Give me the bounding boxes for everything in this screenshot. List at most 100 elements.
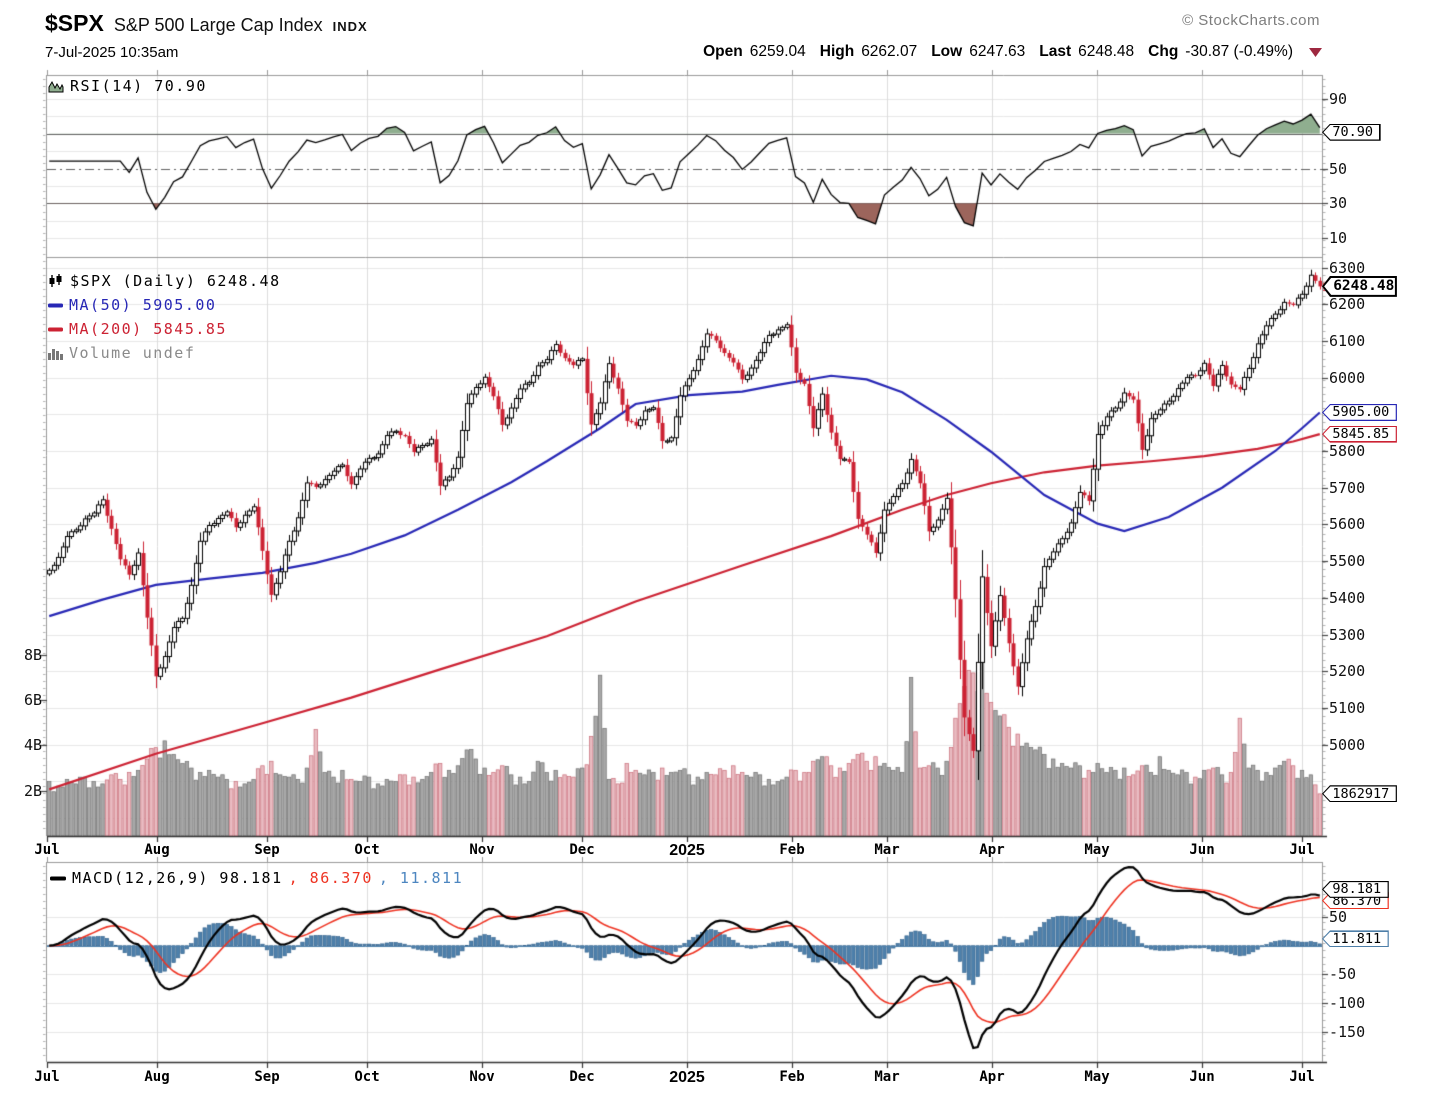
symbol: $SPX	[45, 10, 104, 36]
chart-title: $SPX S&P 500 Large Cap Index INDX	[45, 10, 368, 37]
month-tick-label: Aug	[144, 1069, 170, 1085]
macd-y-tick-label: -50	[1329, 965, 1357, 984]
month-tick-label: May	[1084, 842, 1110, 858]
month-tick-label: Apr	[979, 1069, 1005, 1085]
low-value: 6247.63	[969, 43, 1026, 60]
macd-hist-legend-value: , 11.811	[378, 869, 464, 887]
month-tick-label: Mar	[874, 1069, 900, 1085]
rsi-legend: RSI(14) 70.90	[48, 77, 207, 95]
ma50-legend: MA(50) 5905.00	[48, 296, 216, 314]
ma200-value-tag-text: 5845.85	[1323, 426, 1396, 442]
month-tick-label: Sep	[254, 1069, 280, 1085]
month-tick-label: Nov	[469, 1069, 495, 1085]
price-y-tick-label: 5000	[1329, 735, 1366, 754]
rsi-legend-label: RSI(14) 70.90	[70, 77, 207, 95]
month-tick-label: Jul	[1289, 1069, 1315, 1085]
chg-value: -30.87 (-0.49%)	[1185, 43, 1293, 60]
last-value: 6248.48	[1078, 43, 1135, 60]
month-tick-label: Jul	[34, 842, 60, 858]
volume-bars-icon	[48, 348, 63, 360]
symbol-exchange: INDX	[332, 19, 368, 34]
rsi-y-tick-label: 30	[1329, 194, 1348, 213]
price-y-tick-label: 5100	[1329, 698, 1366, 717]
chg-label: Chg	[1148, 43, 1179, 60]
price-y-tick-label: 5600	[1329, 515, 1366, 534]
month-tick-label: Sep	[254, 842, 280, 858]
price-y-tick-label: 5700	[1329, 478, 1366, 497]
month-tick-label: Nov	[469, 842, 495, 858]
rsi-value-tag: 70.90 70.90	[1322, 123, 1381, 141]
quote-summary: Open 6259.04 High 6262.07 Low 6247.63 La…	[703, 43, 1322, 61]
macd-value-tag: 98.181 98.181	[1322, 880, 1389, 898]
rsi-area-icon	[48, 80, 64, 92]
volume-y-tick-label: 4B	[23, 736, 42, 755]
high-label: High	[819, 43, 855, 60]
month-tick-label: May	[1084, 1069, 1110, 1085]
macd-y-tick-label: -150	[1329, 1022, 1366, 1041]
month-tick-label: Jun	[1189, 842, 1215, 858]
macd-signal-legend-value: , 86.370	[288, 869, 373, 887]
month-tick-label: Feb	[779, 1069, 805, 1085]
ma200-legend: MA(200) 5845.85	[48, 320, 227, 338]
month-tick-label: Dec	[569, 1069, 595, 1085]
macd-hist-value-tag-text: 11.811	[1323, 931, 1388, 947]
ma50-legend-label: MA(50) 5905.00	[69, 296, 217, 314]
volume-legend-label: Volume undef	[69, 344, 196, 362]
month-tick-label: Jun	[1189, 1069, 1215, 1085]
candlestick-icon	[49, 274, 62, 287]
volume-legend: Volume undef	[48, 344, 195, 362]
price-y-tick-label: 5500	[1329, 552, 1366, 571]
macd-line-icon	[50, 876, 66, 880]
volume-y-tick-label: 8B	[23, 645, 42, 664]
rsi-value-tag-text: 70.90	[1323, 124, 1380, 140]
rsi-y-tick-label: 50	[1329, 159, 1348, 178]
last-label: Last	[1039, 43, 1072, 60]
volume-value-tag-text: 1862917	[1323, 786, 1396, 802]
chart-datetime: 7-Jul-2025 10:35am	[45, 44, 179, 61]
month-tick-label: Jul	[34, 1069, 60, 1085]
month-tick-label: Apr	[979, 842, 1005, 858]
high-value: 6262.07	[861, 43, 918, 60]
month-tick-label: Dec	[569, 842, 595, 858]
macd-legend: MACD(12,26,9) 98.181 , 86.370 , 11.811	[50, 869, 463, 887]
ma50-line-icon	[48, 303, 63, 307]
month-tick-label: Jul	[1289, 842, 1315, 858]
last-price-tag: 6248.48 6248.48	[1322, 275, 1397, 297]
price-legend: $SPX (Daily) 6248.48	[48, 272, 281, 290]
price-legend-label: $SPX (Daily) 6248.48	[70, 272, 281, 290]
macd-hist-value-tag: 11.811 11.811	[1322, 930, 1389, 948]
macd-y-tick-label: 50	[1329, 908, 1348, 927]
low-label: Low	[931, 43, 963, 60]
macd-legend-value: MACD(12,26,9) 98.181	[72, 869, 283, 887]
month-tick-label: 2025	[669, 1069, 705, 1086]
macd-value-tag-text: 98.181	[1323, 882, 1388, 897]
symbol-name: S&P 500 Large Cap Index	[113, 15, 323, 35]
price-y-tick-label: 6300	[1329, 258, 1366, 277]
macd-y-tick-label: -100	[1329, 994, 1366, 1013]
price-y-tick-label: 5200	[1329, 662, 1366, 681]
price-y-tick-label: 5400	[1329, 588, 1366, 607]
price-y-tick-label: 6000	[1329, 368, 1366, 387]
volume-y-tick-label: 2B	[23, 781, 42, 800]
last-price-tag-text: 6248.48	[1324, 277, 1395, 295]
ma200-line-icon	[48, 327, 63, 331]
month-tick-label: Aug	[144, 842, 170, 858]
down-arrow-icon	[1309, 47, 1322, 57]
month-tick-label: Oct	[354, 842, 380, 858]
month-tick-label: Feb	[779, 842, 805, 858]
volume-y-tick-label: 6B	[23, 691, 42, 710]
stockcharts-copyright: © StockCharts.com	[1182, 12, 1320, 29]
rsi-y-tick-label: 90	[1329, 90, 1348, 109]
rsi-y-tick-label: 10	[1329, 229, 1348, 248]
open-value: 6259.04	[749, 43, 806, 60]
ma50-value-tag: 5905.00 5905.00	[1322, 403, 1397, 421]
open-label: Open	[703, 43, 743, 60]
volume-value-tag: 1862917 1862917	[1322, 785, 1397, 803]
price-y-tick-label: 5300	[1329, 625, 1366, 644]
month-tick-label: Mar	[874, 842, 900, 858]
price-y-tick-label: 6100	[1329, 331, 1366, 350]
price-y-tick-label: 6200	[1329, 295, 1366, 314]
month-tick-label: Oct	[354, 1069, 380, 1085]
